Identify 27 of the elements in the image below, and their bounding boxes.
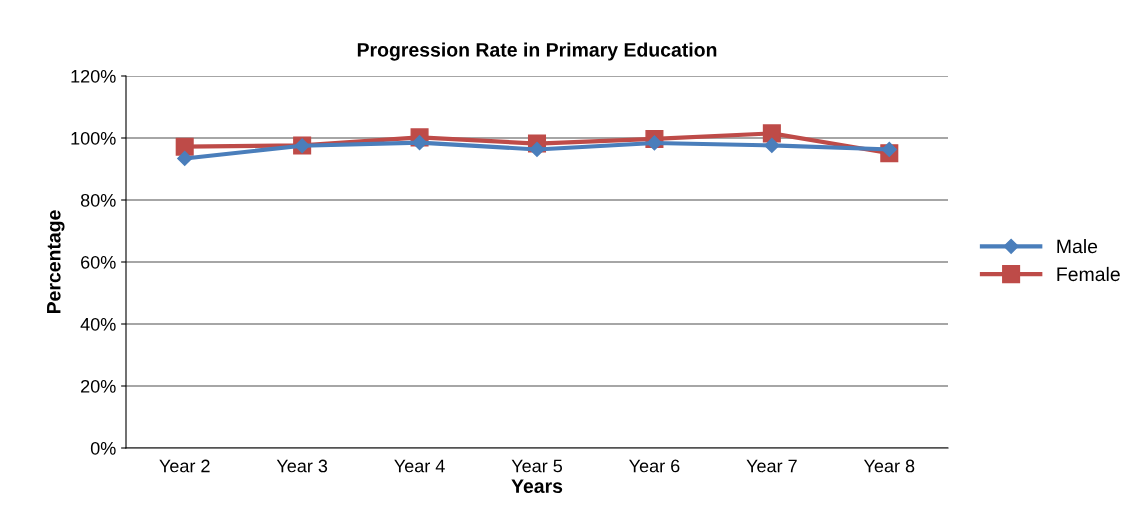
x-tick-label: Year 2	[159, 459, 210, 473]
y-tick-label: 20%	[81, 379, 116, 393]
point	[881, 141, 897, 158]
point	[177, 150, 193, 167]
chart-title: Progression Rate in Primary Education	[357, 42, 717, 61]
y-tick-label: 0%	[90, 441, 116, 455]
y-tick-label: 120%	[71, 69, 116, 83]
y-tick-label: 40%	[80, 317, 116, 331]
point	[764, 137, 780, 154]
x-tick-label: Year 4	[394, 459, 445, 473]
y-tick-label: 80%	[80, 193, 116, 207]
x-axis-title: Years	[511, 479, 563, 493]
point	[762, 124, 781, 143]
x-tick-label: Year 3	[276, 459, 328, 473]
x-tick-label: Year 8	[863, 459, 915, 473]
y-tick-label: 60%	[81, 255, 116, 269]
x-tick-label: Year 5	[511, 459, 563, 473]
point	[646, 135, 662, 151]
legend-label: Male	[1057, 239, 1098, 254]
y-axis-title: Percentage	[47, 210, 65, 314]
point	[412, 135, 428, 151]
x-tick-label: Year 7	[746, 459, 797, 473]
y-tick-label: 100%	[71, 131, 116, 145]
point	[175, 137, 194, 156]
point	[529, 141, 545, 158]
legend-label: Female	[1057, 266, 1120, 282]
x-tick-label: Year 6	[629, 459, 680, 473]
